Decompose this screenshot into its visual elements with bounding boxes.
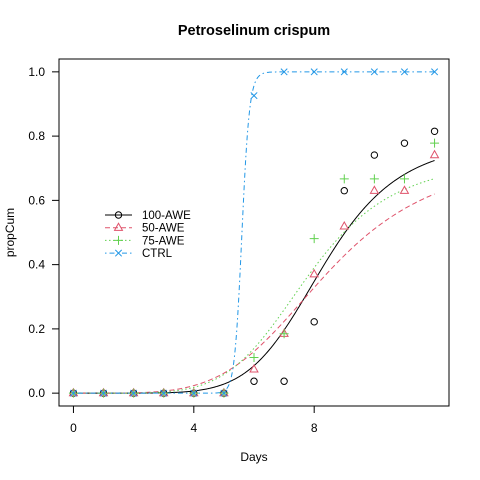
y-tick-label: 0.0: [28, 386, 45, 400]
x-axis-label: Days: [240, 450, 267, 464]
data-point-ctrl: [400, 68, 409, 76]
data-point-ctrl: [340, 68, 348, 76]
data-point-100-awe: [400, 139, 409, 147]
data-point-50-awe: [339, 220, 350, 230]
data-point-100-awe: [370, 151, 379, 159]
data-point-ctrl: [280, 68, 288, 76]
data-point-ctrl: [160, 389, 168, 397]
y-tick-label: 0.2: [28, 322, 45, 336]
x-tick-label: 4: [190, 421, 197, 435]
legend-label: 100-AWE: [142, 210, 191, 222]
legend-item-ctrl: CTRL: [105, 248, 173, 260]
data-point-ctrl: [370, 68, 378, 76]
data-point-100-awe: [280, 377, 288, 385]
y-axis: 0.0 0.2 0.4 0.6 0.8 1.0: [28, 65, 60, 400]
data-point-50-awe: [399, 185, 410, 194]
legend-item-75-awe: 75-AWE: [105, 235, 185, 247]
data-point-75-awe: [339, 174, 349, 184]
data-point-50-awe: [309, 268, 320, 278]
y-axis-label: propCum: [3, 208, 17, 257]
data-point-100-awe: [340, 187, 348, 195]
y-tick-label: 0.8: [28, 129, 45, 143]
legend-item-50-awe: 50-AWE: [105, 222, 185, 235]
data-point-75-awe: [309, 234, 319, 244]
data-point-ctrl: [220, 389, 228, 397]
data-point-100-awe: [250, 377, 258, 385]
legend-marker: [114, 249, 123, 257]
data-point-100-awe: [310, 318, 318, 326]
legend-marker: [114, 211, 123, 219]
data-point-ctrl: [99, 389, 108, 397]
data-point-ctrl: [190, 389, 198, 397]
data-point-75-awe: [249, 352, 259, 362]
data-point-75-awe: [279, 329, 289, 339]
legend-label: 50-AWE: [142, 223, 185, 235]
data-point-ctrl: [310, 68, 318, 76]
y-tick-label: 0.6: [28, 193, 45, 207]
data-point-ctrl: [69, 389, 77, 397]
data-point-ctrl: [250, 92, 258, 100]
legend-item-100-awe: 100-AWE: [105, 210, 191, 222]
y-tick-label: 1.0: [28, 65, 45, 79]
y-tick-label: 0.4: [28, 258, 45, 272]
legend-label: CTRL: [142, 248, 173, 260]
data-point-ctrl: [130, 389, 138, 397]
chart-title: Petroselinum crispum: [178, 23, 330, 39]
data-point-75-awe: [430, 138, 440, 148]
legend-label: 75-AWE: [142, 235, 185, 247]
data-point-75-awe: [399, 174, 409, 184]
data-point-ctrl: [431, 68, 439, 76]
legend-marker: [113, 222, 124, 231]
legend-marker: [114, 235, 123, 245]
data-points: [68, 68, 440, 398]
data-point-50-awe: [249, 363, 259, 373]
x-axis: 0 4 8: [70, 405, 318, 435]
data-point-50-awe: [429, 149, 440, 159]
data-point-100-awe: [430, 127, 439, 135]
x-tick-label: 0: [70, 421, 77, 435]
data-point-50-awe: [369, 185, 380, 194]
x-tick-label: 8: [311, 421, 318, 435]
data-point-75-awe: [369, 174, 379, 184]
